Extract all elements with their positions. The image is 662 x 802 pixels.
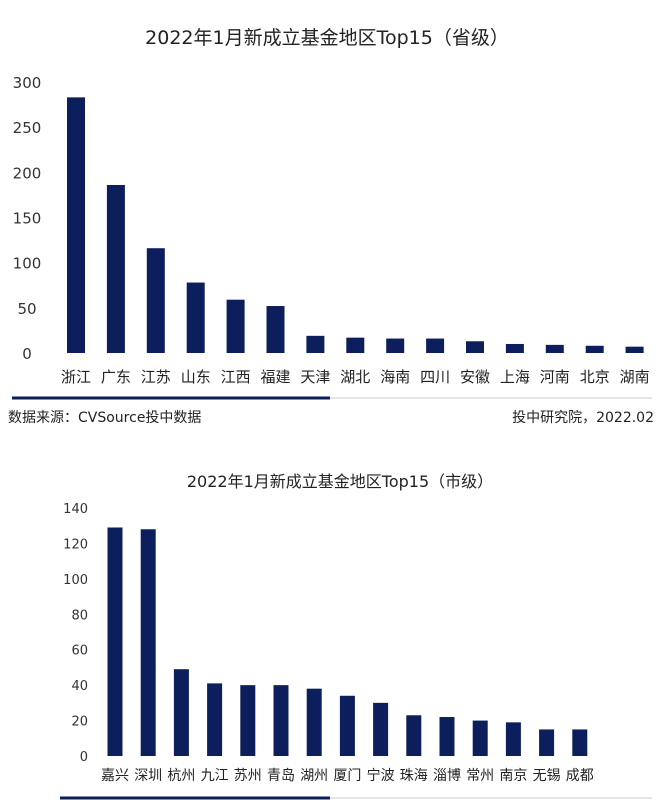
x-tick-label: 江西 [221, 368, 251, 386]
x-tick-label: 杭州 [167, 768, 195, 784]
x-tick-label: 宁波 [367, 767, 395, 784]
bar [266, 306, 285, 353]
x-tick-label: 苏州 [234, 768, 262, 784]
bar [226, 299, 245, 353]
x-tick-label: 九江 [201, 768, 229, 784]
source-text: 数据来源：CVSource投中数据 [8, 410, 201, 426]
y-tick-label: 120 [63, 537, 88, 552]
bar [306, 688, 322, 756]
chart-title: 2022年1月新成立基金地区Top15（省级） [145, 27, 509, 49]
x-tick-label: 江苏 [141, 368, 171, 386]
x-tick-label: 湖南 [620, 368, 650, 386]
y-tick-label: 100 [13, 255, 42, 273]
x-tick-label: 湖州 [300, 768, 328, 784]
city-chart: 2022年1月新成立基金地区Top15（市级） 0 20 40 60 80 100 120 1… [63, 472, 594, 784]
x-tick-label: 山东 [181, 368, 211, 386]
x-tick-label: 福建 [260, 368, 290, 386]
y-tick-label: 40 [71, 679, 88, 694]
bar [386, 338, 405, 353]
bar [67, 97, 85, 354]
bar [306, 335, 325, 353]
y-tick-label: 250 [13, 119, 42, 137]
bar [426, 338, 445, 353]
x-tick-label: 河南 [540, 368, 570, 386]
x-tick-label: 深圳 [134, 768, 162, 784]
bar [406, 715, 422, 756]
bar [146, 248, 165, 353]
x-tick-label: 常州 [466, 768, 494, 784]
y-tick-label: 140 [63, 502, 88, 517]
province-chart: 2022年1月新成立基金地区Top15（省级） 0 50 100 150 200 250 3… [13, 27, 650, 386]
x-tick-label: 南京 [499, 768, 527, 784]
bar [207, 683, 223, 756]
x-tick-label: 四川 [420, 368, 450, 386]
bar [273, 685, 289, 756]
y-tick-label: 100 [63, 573, 88, 588]
y-tick-label: 50 [17, 300, 36, 318]
bar [625, 346, 644, 353]
y-tick-label: 200 [13, 164, 42, 182]
x-tick-label: 上海 [500, 368, 530, 386]
bar [346, 337, 365, 353]
chart-title: 2022年1月新成立基金地区Top15（市级） [187, 472, 493, 491]
x-tick-label: 浙江 [61, 368, 91, 386]
y-tick-label: 20 [71, 715, 88, 730]
x-tick-label: 成都 [566, 768, 594, 784]
y-tick-label: 0 [22, 345, 32, 363]
bar [466, 341, 484, 353]
bar [472, 720, 488, 756]
x-tick-label: 嘉兴 [101, 768, 129, 784]
y-tick-label: 80 [71, 608, 88, 623]
bar [545, 344, 564, 353]
bar [107, 527, 123, 756]
x-tick-label: 淄博 [433, 767, 461, 784]
bar [140, 529, 156, 756]
x-tick-label: 海南 [380, 368, 410, 386]
x-tick-label: 青岛 [267, 768, 295, 784]
bar [173, 669, 189, 756]
bar [539, 729, 555, 756]
bar [572, 729, 588, 756]
y-tick-label: 60 [71, 644, 88, 659]
x-tick-label: 珠海 [400, 768, 428, 784]
bar [240, 685, 256, 756]
x-tick-label: 北京 [580, 368, 610, 386]
x-tick-label: 无锡 [533, 768, 561, 784]
bar [339, 695, 355, 756]
bar [373, 702, 389, 756]
x-tick-label: 安徽 [460, 368, 490, 386]
bar [585, 345, 604, 353]
bar [106, 184, 125, 353]
x-tick-label: 广东 [101, 368, 131, 386]
x-tick-label: 天津 [300, 368, 330, 386]
y-tick-label: 150 [13, 210, 42, 228]
x-tick-label: 湖北 [340, 368, 370, 386]
bar [505, 722, 521, 756]
y-tick-label: 0 [80, 750, 88, 765]
bar [505, 343, 524, 353]
credit-text: 投中研究院，2022.02 [512, 410, 654, 426]
bar [186, 282, 205, 353]
y-tick-label: 300 [13, 74, 42, 92]
bar [439, 717, 455, 756]
x-tick-label: 厦门 [333, 768, 361, 784]
